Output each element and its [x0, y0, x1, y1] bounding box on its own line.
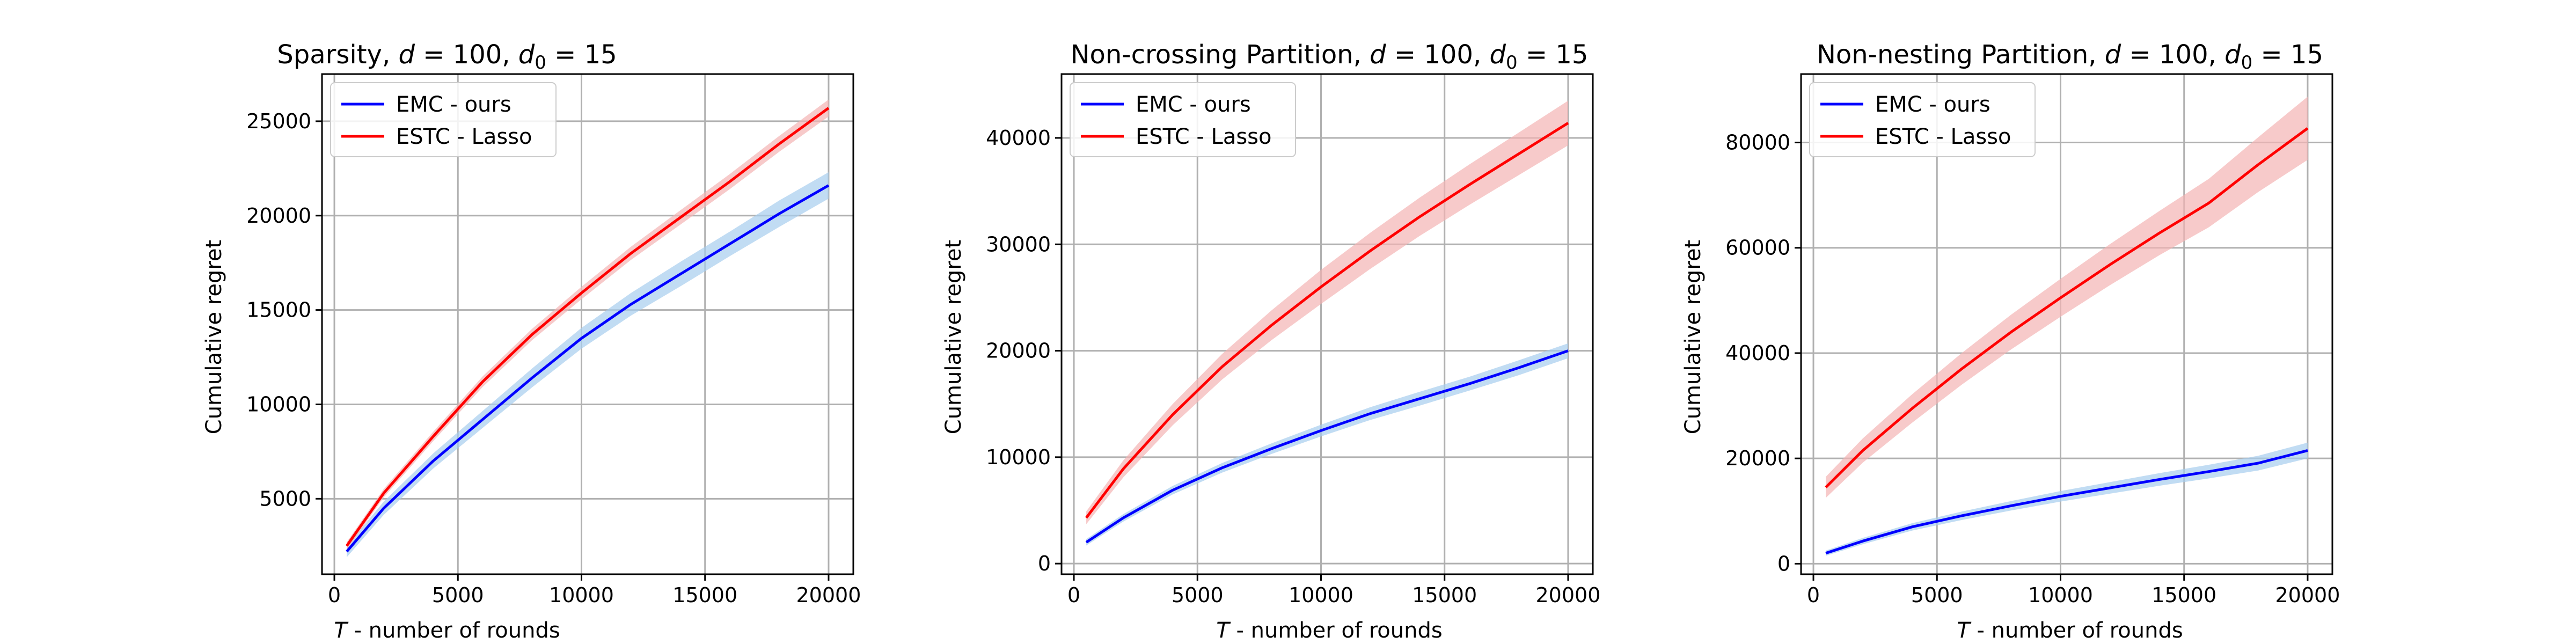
y-tick-label: 15000 [246, 298, 311, 322]
confidence-band [1086, 343, 1568, 546]
legend-box [330, 82, 557, 157]
x-tick-label: 5000 [1172, 583, 1224, 607]
series-line [345, 107, 830, 547]
panel-non-nesting: Non-nesting Partition, d = 100, d0 = 15 … [1681, 40, 2340, 643]
y-axis-label: Cumulative regret [202, 240, 226, 434]
series-line [1825, 127, 2309, 488]
x-tick-label: 20000 [1536, 583, 1601, 607]
x-tick-label: 0 [1067, 583, 1080, 607]
legend-label: ESTC - Lasso [1136, 125, 1272, 149]
y-tick-label: 60000 [1725, 236, 1790, 260]
confidence-band [347, 172, 829, 558]
legend-box [1070, 82, 1296, 157]
y-tick-label: 40000 [986, 126, 1051, 150]
y-tick-label: 20000 [986, 339, 1051, 363]
series-line [1085, 349, 1569, 544]
plot-area: 0 5000 10000 15000 20000 0 10000 20000 30000 4000… [986, 73, 1601, 607]
legend-label: EMC - ours [1875, 92, 1990, 117]
x-tick-label: 5000 [432, 583, 484, 607]
y-tick-label: 20000 [246, 204, 311, 228]
y-tick-label: 40000 [1725, 341, 1790, 365]
y-tick-label: 10000 [246, 392, 311, 416]
legend-box [1809, 82, 2036, 157]
y-tick-label: 0 [1038, 552, 1051, 575]
y-tick-label: 20000 [1725, 447, 1790, 470]
x-tick-label: 15000 [2151, 583, 2216, 607]
plot-area: 0 5000 10000 15000 20000 5000 10000 15000 20000 2… [246, 73, 861, 607]
y-tick-label: 10000 [986, 445, 1051, 469]
x-axis-label: T - number of rounds [1216, 618, 1442, 643]
x-tick-label: 0 [1807, 583, 1820, 607]
x-tick-label: 15000 [672, 583, 737, 607]
chart-title: Non-crossing Partition, d = 100, d0 = 15 [1071, 40, 1589, 74]
x-tick-label: 15000 [1412, 583, 1477, 607]
legend-label: EMC - ours [396, 92, 511, 117]
x-tick-label: 10000 [549, 583, 614, 607]
x-tick-label: 20000 [2275, 583, 2340, 607]
confidence-band [1826, 442, 2308, 556]
series-line [346, 184, 830, 553]
axes-frame [1800, 73, 2333, 575]
x-tick-label: 5000 [1911, 583, 1963, 607]
axes-frame [321, 73, 854, 575]
plot-area: 0 5000 10000 15000 20000 0 20000 40000 60000 8000… [1725, 73, 2340, 607]
legend-label: ESTC - Lasso [1875, 125, 2011, 149]
chart-title: Sparsity, d = 100, d0 = 15 [277, 40, 617, 74]
y-tick-label: 80000 [1725, 131, 1790, 155]
y-axis-label: Cumulative regret [1681, 240, 1706, 434]
y-tick-label: 30000 [986, 232, 1051, 256]
y-tick-label: 0 [1777, 552, 1790, 575]
confidence-band [1826, 97, 2308, 498]
legend-label: ESTC - Lasso [396, 125, 532, 149]
x-tick-label: 10000 [2028, 583, 2093, 607]
x-tick-label: 10000 [1289, 583, 1353, 607]
y-tick-label: 5000 [259, 487, 311, 510]
confidence-band [1086, 100, 1568, 524]
y-axis-label: Cumulative regret [941, 240, 966, 434]
x-tick-label: 20000 [796, 583, 861, 607]
legend-label: EMC - ours [1136, 92, 1251, 117]
x-axis-label: T - number of rounds [1957, 618, 2183, 643]
axes-frame [1060, 73, 1594, 575]
series-line [1085, 122, 1569, 519]
chart-title: Non-nesting Partition, d = 100, d0 = 15 [1817, 40, 2323, 74]
x-tick-label: 0 [328, 583, 341, 607]
x-axis-label: T - number of rounds [334, 618, 560, 643]
series-line [1825, 449, 2308, 555]
y-tick-label: 25000 [246, 109, 311, 133]
panel-sparsity: Sparsity, d = 100, d0 = 15 0 5000 10000 150… [202, 40, 861, 643]
panel-non-crossing: Non-crossing Partition, d = 100, d0 = 15… [941, 40, 1600, 643]
